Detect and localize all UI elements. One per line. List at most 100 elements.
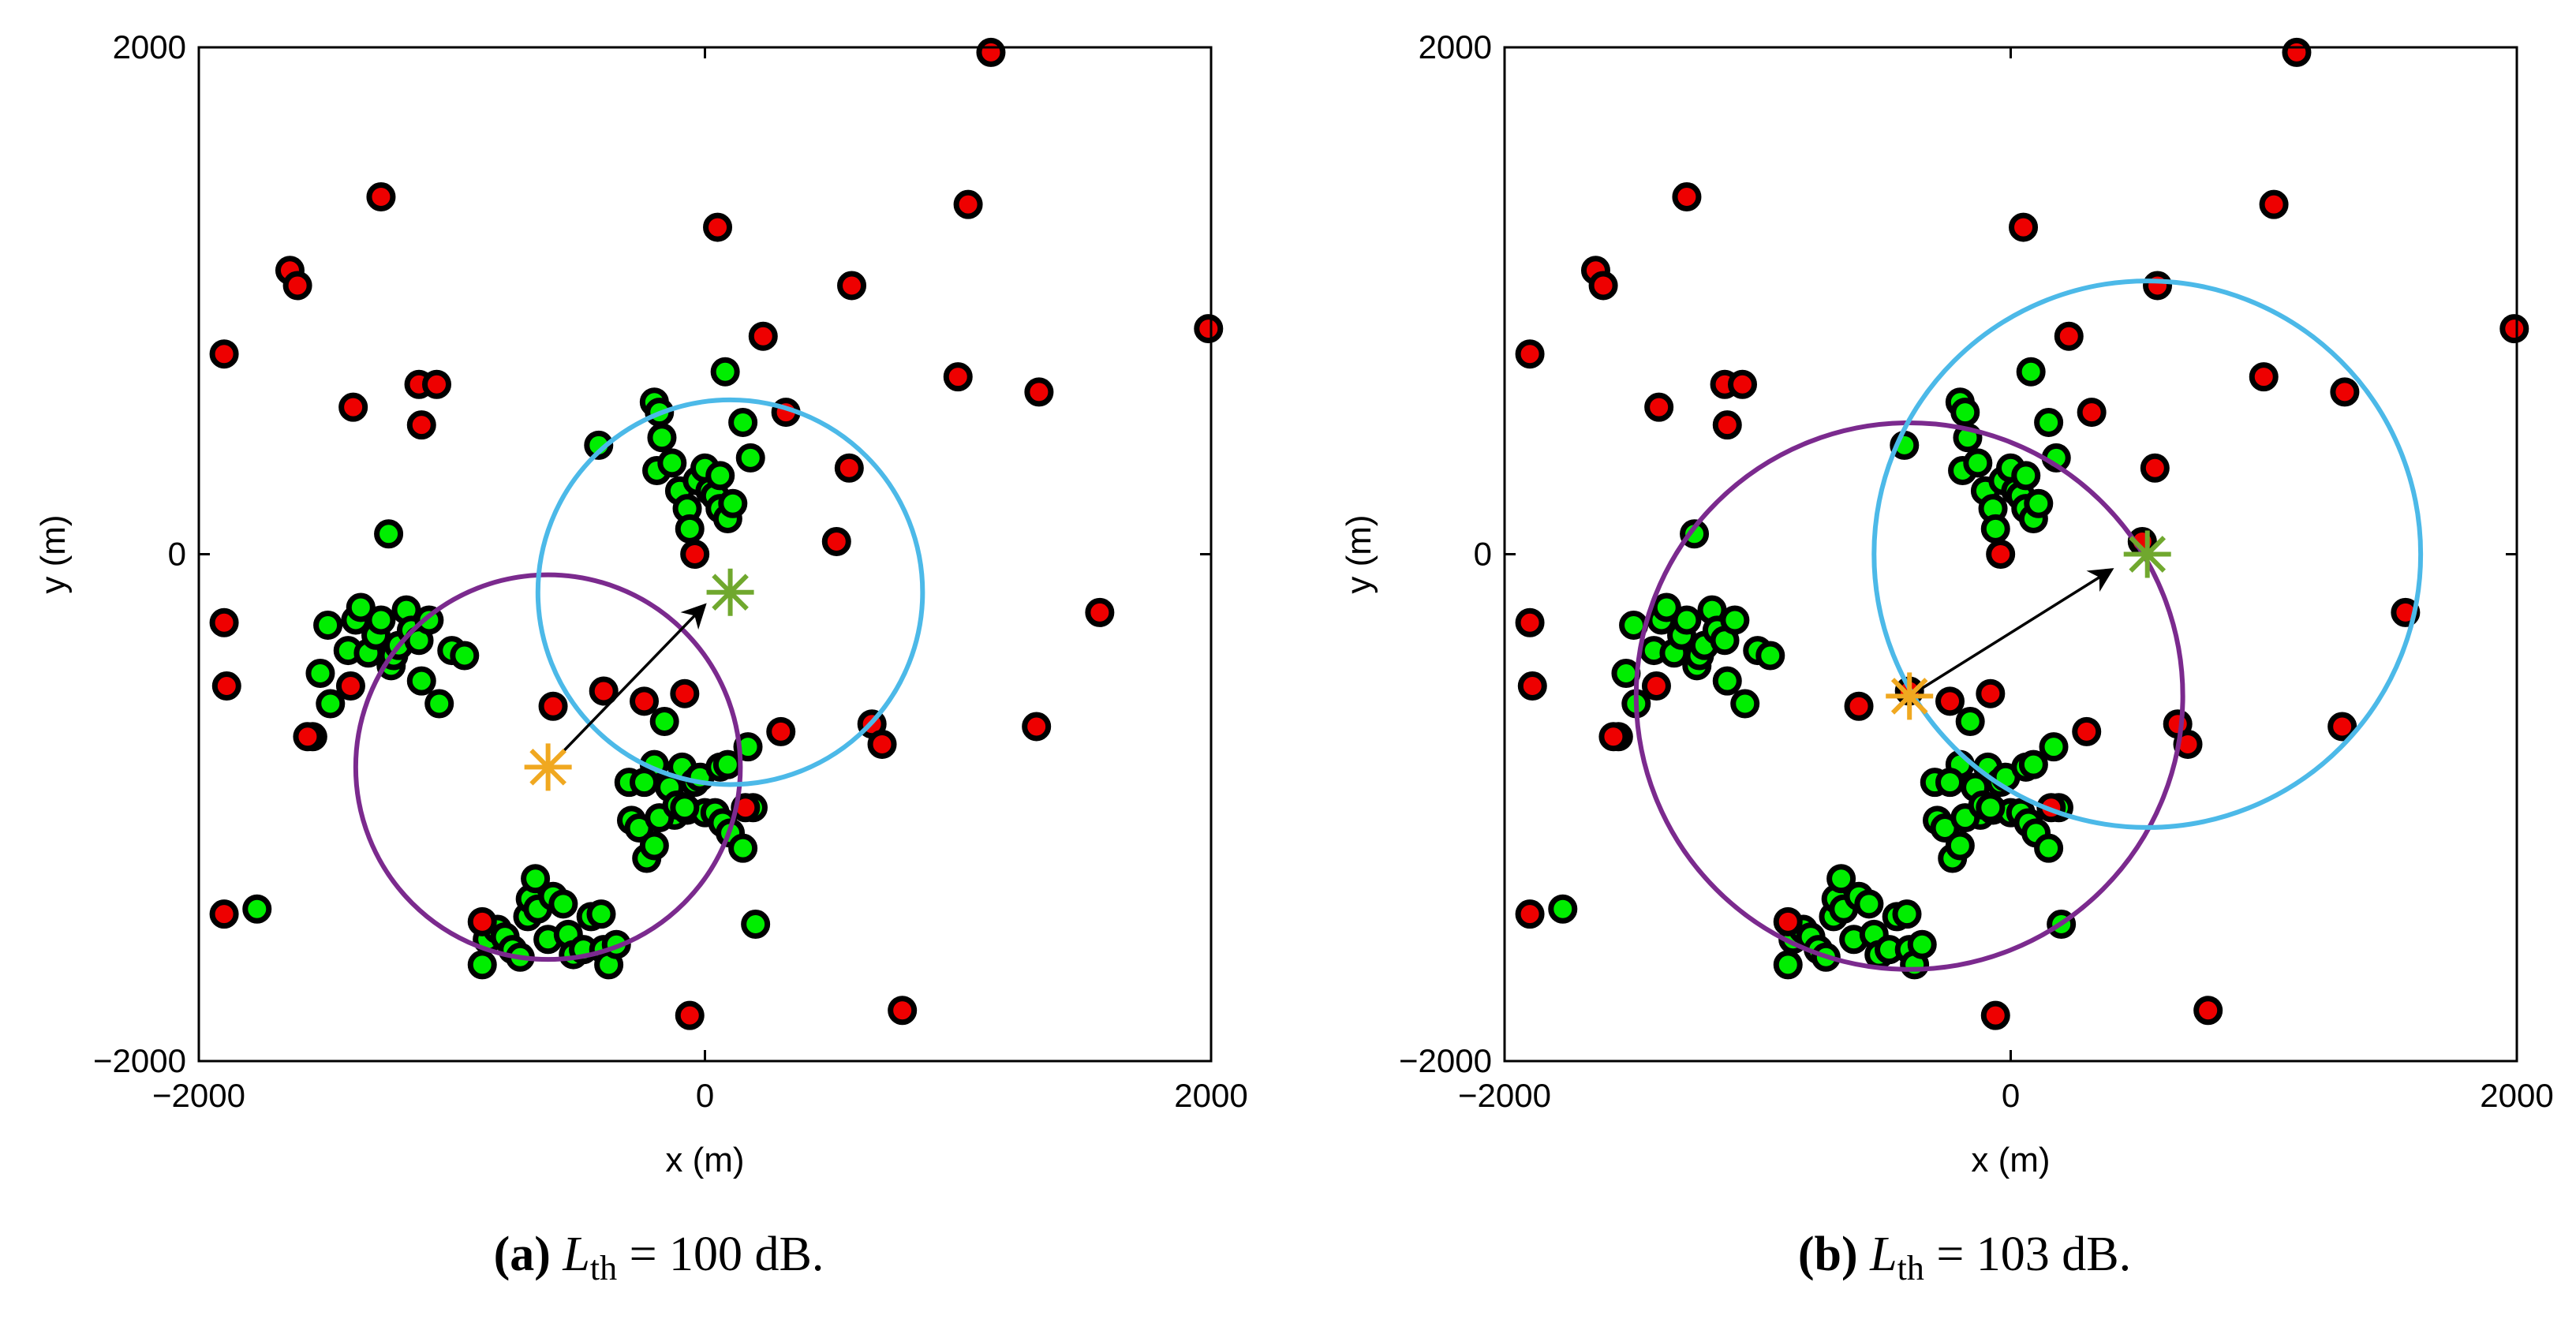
panel-b-y-tick-label: 0 bbox=[1474, 536, 1492, 573]
panel-a-uncovered-user-point bbox=[766, 716, 796, 746]
panel-a-new-position-asterisk-icon bbox=[706, 568, 754, 616]
panel-a-covered-user-point bbox=[712, 749, 742, 779]
panel-a-y-tick-label: 2000 bbox=[113, 28, 186, 65]
panel-b-covered-user-point bbox=[2034, 833, 2064, 863]
panel-a-uncovered-user-point bbox=[943, 362, 973, 392]
panel-b-covered-user-point bbox=[1907, 929, 1937, 959]
panel-a-covered-user-point bbox=[450, 641, 480, 671]
panel-b-uncovered-user-point bbox=[2499, 314, 2529, 344]
panel-a-previous-position-asterisk-icon bbox=[524, 743, 572, 791]
panel-a-x-axis-label: x (m) bbox=[665, 1141, 744, 1179]
panel-a-movement-arrow bbox=[547, 603, 707, 768]
panel-a-covered-user-point bbox=[675, 514, 705, 544]
panel-b-uncovered-user-point bbox=[2143, 271, 2173, 301]
panel-b-covered-user-point bbox=[2034, 407, 2064, 437]
panel-b-uncovered-user-point bbox=[1641, 671, 1671, 701]
panel-b-previous-position-asterisk-icon bbox=[1886, 672, 1934, 720]
panel-b-x-tick-label: 0 bbox=[2002, 1077, 2020, 1114]
panel-a-covered-user-point bbox=[728, 833, 758, 863]
panel-a-uncovered-user-point bbox=[467, 906, 497, 936]
panel-b-x-axis-label: x (m) bbox=[1971, 1141, 2050, 1179]
caption-b-tag: (b) bbox=[1797, 1228, 1858, 1281]
panel-a-covered-user-point bbox=[630, 768, 660, 798]
panel-a-uncovered-user-point bbox=[335, 671, 365, 701]
panel-b-x-tick-label: 2000 bbox=[2480, 1077, 2553, 1114]
panel-a-covered-user-point bbox=[647, 423, 677, 453]
panel-b-covered-user-point bbox=[2011, 461, 2041, 491]
panel-b-uncovered-user-point bbox=[1986, 540, 2016, 569]
panel-b-new-position-asterisk-icon bbox=[2123, 530, 2171, 578]
panel-b-uncovered-user-point bbox=[2009, 212, 2039, 242]
panel-b-x-tick-label: −2000 bbox=[1458, 1077, 1551, 1114]
panel-a-covered-user-point bbox=[718, 488, 748, 518]
panel-a-covered-user-point bbox=[548, 889, 578, 919]
panel-a-covered-user-point bbox=[242, 894, 272, 924]
panel-b-covered-user-point bbox=[1950, 398, 1980, 428]
panel-a-covered-user-point bbox=[657, 448, 687, 478]
panel-a-uncovered-user-point bbox=[1085, 597, 1115, 627]
panel-b-ticks: −2000 0 2000 −2000 0 2000 bbox=[1399, 28, 2554, 1114]
panel-a-uncovered-user-point bbox=[703, 212, 733, 242]
panel-b-uncovered-user-point bbox=[2140, 453, 2170, 483]
caption-b-text: = 103 dB. bbox=[1924, 1228, 2132, 1281]
panel-a-uncovered-user-point bbox=[675, 1000, 705, 1030]
panel-b-y-axis-label: y (m) bbox=[1340, 514, 1378, 593]
panel-b-covered-user-point bbox=[1730, 689, 1760, 719]
panel-b-covered-user-point bbox=[2039, 732, 2069, 762]
panel-b-uncovered-user-point bbox=[1672, 182, 1702, 212]
panel-b-covered-user-point bbox=[1548, 894, 1578, 924]
panel-b-covered-user-point bbox=[1773, 950, 1803, 980]
panel-a-covered-user-point bbox=[728, 407, 758, 437]
panel-a-uncovered-user-point bbox=[209, 339, 239, 369]
panel-a-y-tick-label: −2000 bbox=[93, 1042, 186, 1079]
panel-b-covered-user-point bbox=[2016, 357, 2046, 387]
panel-a-uncovered-user-point bbox=[834, 453, 864, 483]
panel-a-covered-user-point bbox=[639, 831, 669, 861]
panel-a-ticks: −2000 0 2000 −2000 0 2000 bbox=[93, 28, 1248, 1114]
panel-b-uncovered-user-point bbox=[1588, 271, 1618, 301]
panel-a-uncovered-user-point bbox=[1194, 314, 1224, 344]
panel-b-uncovered-user-point bbox=[2327, 712, 2357, 742]
panel-a-uncovered-user-point bbox=[293, 722, 323, 752]
panel-a-y-axis-label: y (m) bbox=[34, 514, 73, 593]
panel-a-x-tick-label: 2000 bbox=[1174, 1077, 1247, 1114]
panel-b-uncovered-user-point bbox=[1644, 392, 1674, 422]
panel-a: −2000 0 2000 −2000 0 2000 x (m) y (m) bbox=[34, 28, 1248, 1179]
panel-b-y-tick-label: 2000 bbox=[1419, 28, 1492, 65]
panel-b-covered-user-point bbox=[2018, 749, 2048, 779]
panel-a-covered-user-point bbox=[741, 910, 771, 940]
panel-b-uncovered-user-point bbox=[2259, 189, 2289, 219]
panel-a-covered-user-point bbox=[521, 864, 551, 894]
panel-a-covered-user-point bbox=[305, 658, 335, 688]
panel-a-new-coverage-circle bbox=[535, 397, 925, 787]
panel-b-movement-arrow bbox=[1909, 568, 2114, 697]
panel-a-uncovered-user-point bbox=[670, 678, 700, 708]
panel-a-uncovered-user-point bbox=[1024, 377, 1054, 407]
caption-a: (a) Lth = 100 dB. bbox=[494, 1227, 824, 1288]
panel-a-covered-user-point bbox=[705, 461, 735, 491]
panel-a-uncovered-user-point bbox=[406, 410, 436, 440]
panel-b-uncovered-user-point bbox=[1515, 339, 1545, 369]
panel-a-covered-user-point bbox=[586, 899, 616, 929]
panel-a-covered-user-point bbox=[584, 430, 614, 460]
panel-b-uncovered-user-point bbox=[1976, 678, 2006, 708]
panel-b-y-tick-label: −2000 bbox=[1399, 1042, 1492, 1079]
panel-b-uncovered-user-point bbox=[1980, 1000, 2010, 1030]
panel-a-uncovered-user-point bbox=[888, 996, 918, 1026]
panel-b-uncovered-user-point bbox=[1728, 369, 1758, 399]
panel-a-covered-user-point bbox=[313, 610, 343, 640]
panel-b-covered-user-point bbox=[2024, 488, 2054, 518]
panel-a-covered-user-point bbox=[710, 357, 740, 387]
caption-a-symbol: L bbox=[563, 1228, 590, 1281]
panel-a-uncovered-user-point bbox=[867, 729, 897, 759]
caption-a-tag: (a) bbox=[493, 1228, 551, 1281]
panel-b-covered-user-point bbox=[1854, 889, 1884, 919]
panel-b-points bbox=[1515, 37, 2529, 1030]
caption-b-symbol: L bbox=[1870, 1228, 1897, 1281]
caption-b-subscript: th bbox=[1897, 1249, 1924, 1287]
panel-b-uncovered-user-point bbox=[1935, 686, 1965, 716]
panel-a-x-tick-label: −2000 bbox=[152, 1077, 245, 1114]
panel-a-covered-user-point bbox=[406, 666, 436, 696]
panel-b-uncovered-user-point bbox=[2282, 37, 2312, 67]
panel-a-uncovered-user-point bbox=[680, 540, 710, 569]
